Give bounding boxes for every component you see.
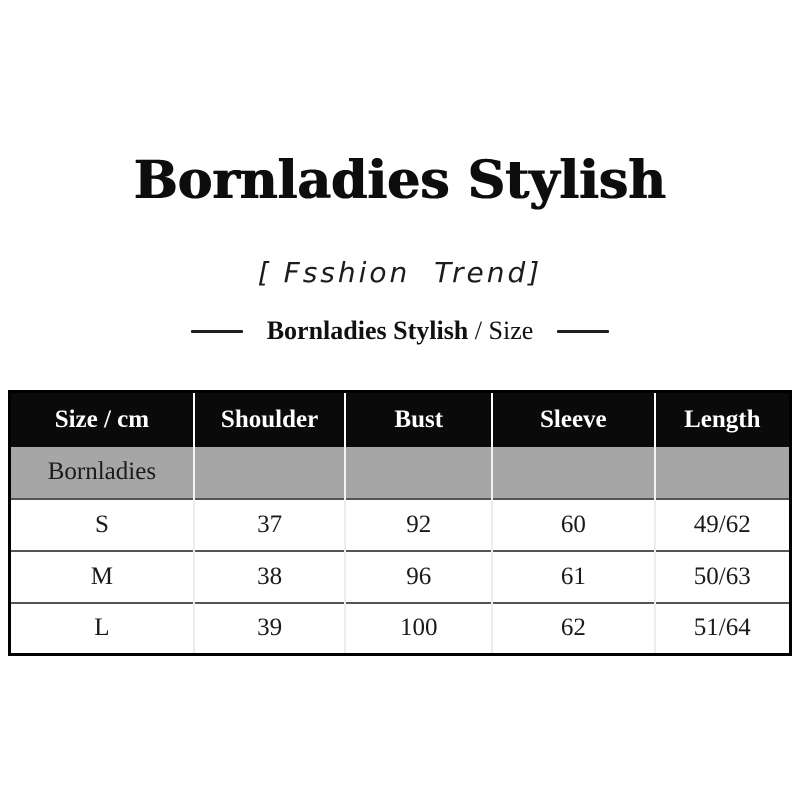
table-row-size-l: L 39 100 62 51/64 [9, 602, 791, 655]
page-subtitle: [ Fsshion Trend] [257, 256, 543, 289]
column-header-length: Length [654, 391, 791, 447]
section-label: Bornladies Stylish / Size [267, 316, 534, 346]
column-header-sleeve: Sleeve [492, 391, 656, 447]
bust-cell: 100 [345, 602, 494, 655]
length-cell: 51/64 [654, 602, 791, 655]
size-cell: L [9, 602, 195, 655]
shoulder-cell: 37 [193, 498, 347, 551]
shoulder-cell: 38 [193, 550, 347, 603]
section-header: Bornladies Stylish / Size [0, 316, 800, 346]
table-row-size-m: M 38 96 61 50/63 [9, 550, 791, 603]
section-suffix-text: / Size [468, 316, 534, 345]
table-cell [492, 446, 656, 499]
sleeve-cell: 60 [492, 498, 656, 551]
section-brand-text: Bornladies Stylish [266, 316, 469, 345]
column-header-size: Size / cm [9, 391, 195, 447]
page-title: Bornladies Stylish [133, 150, 667, 211]
size-cell: M [9, 550, 195, 603]
bust-cell: 92 [345, 498, 494, 551]
size-table: Size / cm Shoulder Bust Sleeve Length Bo… [8, 390, 792, 656]
table-row-size-s: S 37 92 60 49/62 [9, 498, 791, 551]
length-cell: 49/62 [654, 498, 791, 551]
table-cell [193, 446, 347, 499]
sleeve-cell: 62 [492, 602, 656, 655]
column-header-bust: Bust [345, 391, 494, 447]
bust-cell: 96 [345, 550, 494, 603]
length-cell: 50/63 [654, 550, 791, 603]
left-rule-line [190, 329, 243, 333]
table-cell [654, 446, 791, 499]
sleeve-cell: 61 [492, 550, 656, 603]
shoulder-cell: 39 [193, 602, 347, 655]
right-rule-line [557, 329, 610, 333]
table-row-brand: Bornladies [9, 446, 791, 499]
column-header-shoulder: Shoulder [193, 391, 347, 447]
brand-cell: Bornladies [9, 446, 195, 499]
size-cell: S [9, 498, 195, 551]
table-cell [345, 446, 494, 499]
table-header-row: Size / cm Shoulder Bust Sleeve Length [9, 391, 791, 447]
